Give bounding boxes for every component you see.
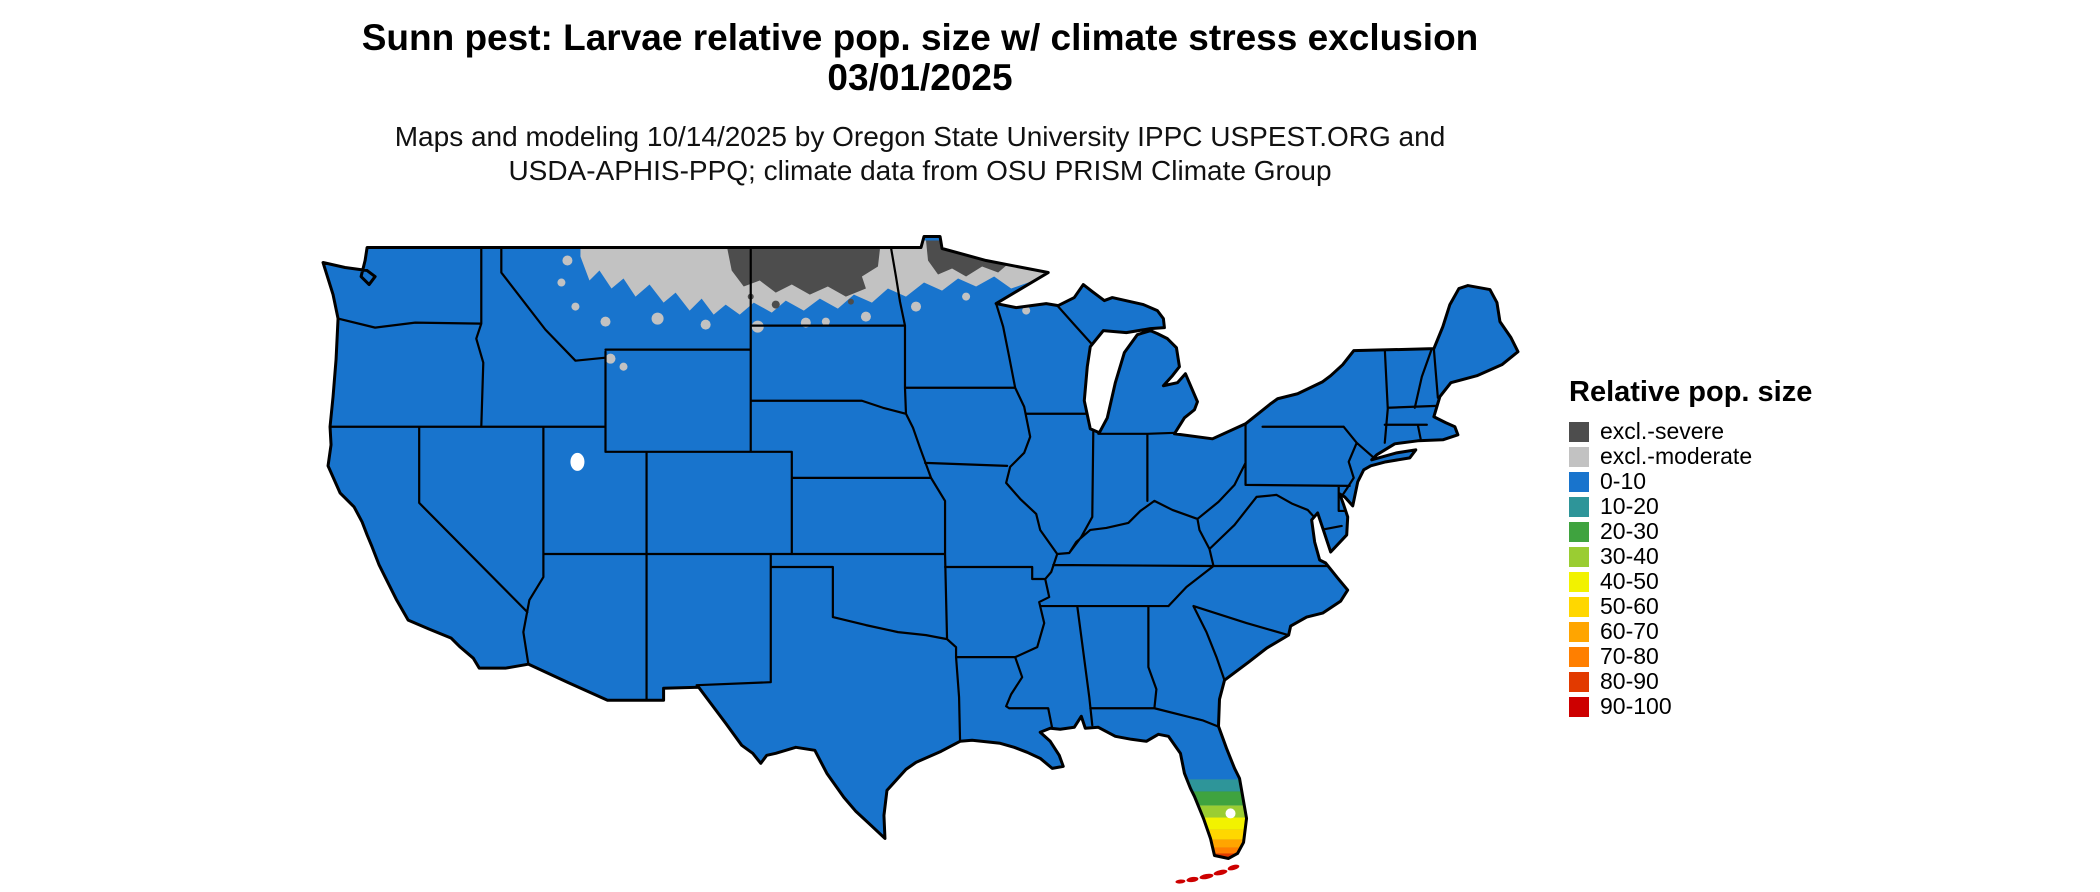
- legend-item-label: excl.-severe: [1600, 418, 1724, 444]
- legend-item-label: 40-50: [1600, 568, 1659, 594]
- legend-item-label: 90-100: [1600, 693, 1672, 719]
- legend-item: 0-10: [1569, 469, 1929, 494]
- legend-item-label: 70-80: [1600, 643, 1659, 669]
- subtitle-line-2: USDA-APHIS-PPQ; climate data from OSU PR…: [508, 155, 1332, 186]
- legend-item: 90-100: [1569, 694, 1929, 719]
- legend-item-label: 30-40: [1600, 543, 1659, 569]
- legend-item: 50-60: [1569, 594, 1929, 619]
- legend-swatch-icon: [1569, 496, 1589, 517]
- legend-swatch-icon: [1569, 671, 1589, 692]
- legend-swatch-icon: [1569, 571, 1589, 592]
- map-subtitle: Maps and modeling 10/14/2025 by Oregon S…: [0, 120, 1840, 188]
- map-date: 03/01/2025: [827, 57, 1013, 98]
- legend-item-label: 80-90: [1600, 668, 1659, 694]
- florida-band-30-40: [1160, 805, 1277, 818]
- legend-swatch-icon: [1569, 596, 1589, 617]
- legend-item: excl.-moderate: [1569, 444, 1929, 469]
- legend-swatch-icon: [1569, 646, 1589, 667]
- subtitle-line-1: Maps and modeling 10/14/2025 by Oregon S…: [394, 121, 1446, 152]
- legend-swatch-icon: [1569, 421, 1589, 442]
- us-map: [305, 226, 1527, 888]
- legend-item-label: 0-10: [1600, 468, 1647, 494]
- legend-swatch-icon: [1569, 446, 1589, 467]
- legend-item: 80-90: [1569, 669, 1929, 694]
- legend-item: excl.-severe: [1569, 419, 1929, 444]
- legend-swatch-icon: [1569, 696, 1589, 717]
- legend-title: Relative pop. size: [1569, 376, 1813, 408]
- legend-item-label: 60-70: [1600, 618, 1659, 644]
- legend-item: 70-80: [1569, 644, 1929, 669]
- map-title: Sunn pest: Larvae relative pop. size w/ …: [361, 17, 1479, 58]
- florida-band-10-20: [1160, 779, 1277, 792]
- legend-swatch-icon: [1569, 521, 1589, 542]
- legend-item-label: 10-20: [1600, 493, 1659, 519]
- florida-band-50-60: [1160, 829, 1277, 840]
- legend-item: 10-20: [1569, 494, 1929, 519]
- legend-items: excl.-severe excl.-moderate 0-10 10-20 20-30…: [1569, 419, 1929, 719]
- florida-band-40-50: [1160, 817, 1277, 830]
- legend-swatch-icon: [1569, 546, 1589, 567]
- florida-band-60-70: [1160, 839, 1277, 848]
- legend-swatch-icon: [1569, 621, 1589, 642]
- legend-item: 30-40: [1569, 544, 1929, 569]
- legend-item-label: 20-30: [1600, 518, 1659, 544]
- legend-item-label: 50-60: [1600, 593, 1659, 619]
- great-salt-lake: [570, 452, 585, 471]
- florida-keys: [1175, 864, 1240, 884]
- map-legend: Relative pop. size excl.-severe excl.-mod…: [1569, 376, 1929, 719]
- legend-item: 60-70: [1569, 619, 1929, 644]
- florida-band-20-30: [1160, 791, 1277, 806]
- us-base-region: [323, 236, 1518, 859]
- legend-item: 20-30: [1569, 519, 1929, 544]
- figure-header: Sunn pest: Larvae relative pop. size w/ …: [0, 18, 1840, 188]
- legend-swatch-icon: [1569, 471, 1589, 492]
- legend-item: 40-50: [1569, 569, 1929, 594]
- florida-band-70-80: [1160, 847, 1277, 854]
- lake-okeechobee: [1225, 808, 1236, 819]
- state-borders: [328, 246, 1441, 743]
- us-map-svg: [321, 234, 1520, 884]
- legend-item-label: excl.-moderate: [1600, 443, 1753, 469]
